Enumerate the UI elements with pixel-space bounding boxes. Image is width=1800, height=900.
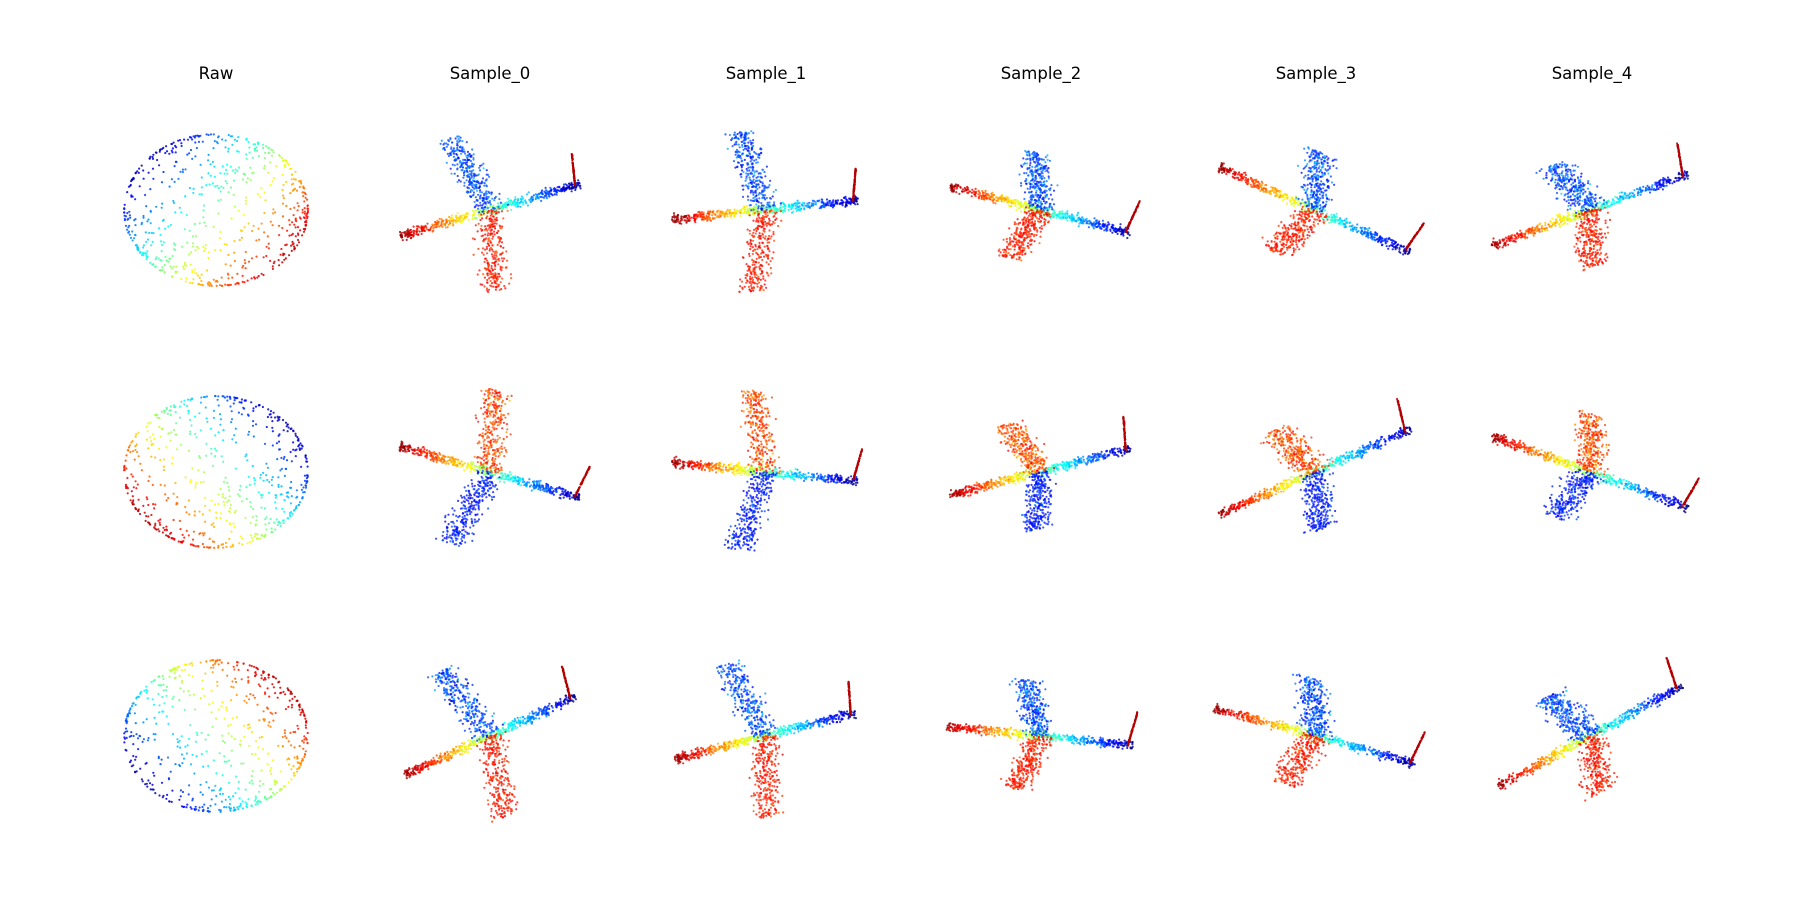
column-title-sample-3: Sample_3 [1178, 64, 1454, 83]
panel-sample-4-row-1 [1490, 142, 1690, 272]
column-title-raw: Raw [78, 64, 354, 83]
panel-sample-1-row-3 [673, 659, 858, 819]
panel-sample-2-row-2 [948, 415, 1132, 533]
panel-sample-0-row-3 [403, 664, 578, 823]
column-title-sample-0: Sample_0 [352, 64, 628, 83]
panel-sample-0-row-1 [398, 135, 582, 293]
column-title-sample-2: Sample_2 [903, 64, 1179, 83]
column-title-sample-1: Sample_1 [628, 64, 904, 83]
panel-sample-2-row-1 [949, 149, 1141, 262]
column-title-sample-4: Sample_4 [1454, 64, 1730, 83]
panel-sample-4-row-2 [1491, 409, 1700, 521]
panel-sample-1-row-2 [671, 389, 864, 552]
panel-raw-row-3 [123, 659, 309, 814]
panel-sample-4-row-3 [1496, 656, 1684, 802]
panel-sample-2-row-3 [945, 677, 1139, 791]
panel-sample-1-row-1 [671, 130, 859, 293]
panel-raw-row-1 [123, 133, 310, 287]
panel-sample-0-row-2 [398, 387, 591, 548]
panel-sample-3-row-3 [1212, 673, 1426, 789]
panel-raw-row-2 [122, 394, 309, 550]
panel-sample-3-row-2 [1217, 397, 1413, 534]
panel-sample-3-row-1 [1217, 146, 1425, 257]
